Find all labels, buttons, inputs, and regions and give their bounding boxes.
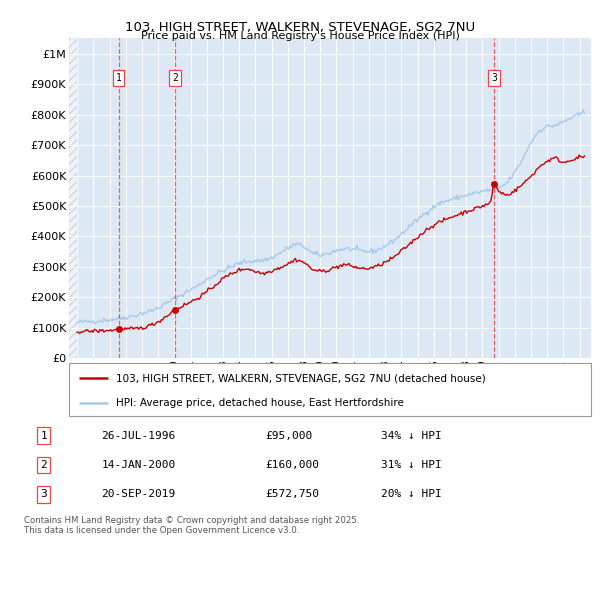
Text: 103, HIGH STREET, WALKERN, STEVENAGE, SG2 7NU: 103, HIGH STREET, WALKERN, STEVENAGE, SG… bbox=[125, 21, 475, 34]
Text: £95,000: £95,000 bbox=[265, 431, 313, 441]
Text: 1: 1 bbox=[40, 431, 47, 441]
Text: Contains HM Land Registry data © Crown copyright and database right 2025.
This d: Contains HM Land Registry data © Crown c… bbox=[23, 516, 359, 535]
Text: 3: 3 bbox=[40, 489, 47, 499]
Text: 31% ↓ HPI: 31% ↓ HPI bbox=[380, 460, 442, 470]
Text: 14-JAN-2000: 14-JAN-2000 bbox=[101, 460, 176, 470]
FancyBboxPatch shape bbox=[69, 363, 591, 417]
Text: HPI: Average price, detached house, East Hertfordshire: HPI: Average price, detached house, East… bbox=[116, 398, 404, 408]
Text: 34% ↓ HPI: 34% ↓ HPI bbox=[380, 431, 442, 441]
Text: 20-SEP-2019: 20-SEP-2019 bbox=[101, 489, 176, 499]
Text: Price paid vs. HM Land Registry's House Price Index (HPI): Price paid vs. HM Land Registry's House … bbox=[140, 31, 460, 41]
Text: 1: 1 bbox=[116, 73, 122, 83]
Text: £160,000: £160,000 bbox=[265, 460, 319, 470]
Text: 20% ↓ HPI: 20% ↓ HPI bbox=[380, 489, 442, 499]
Text: 2: 2 bbox=[40, 460, 47, 470]
Text: £572,750: £572,750 bbox=[265, 489, 319, 499]
Text: 3: 3 bbox=[491, 73, 497, 83]
Text: 103, HIGH STREET, WALKERN, STEVENAGE, SG2 7NU (detached house): 103, HIGH STREET, WALKERN, STEVENAGE, SG… bbox=[116, 373, 486, 383]
Text: 26-JUL-1996: 26-JUL-1996 bbox=[101, 431, 176, 441]
Text: 2: 2 bbox=[172, 73, 178, 83]
Bar bbox=[69, 38, 77, 359]
